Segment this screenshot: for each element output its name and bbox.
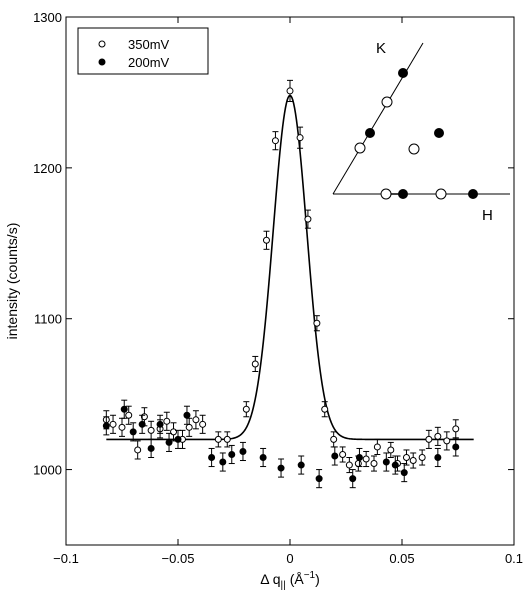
inset-label-h: H	[482, 207, 493, 224]
data-point	[165, 438, 173, 446]
inset-point-open	[408, 143, 420, 155]
legend-marker-open	[98, 40, 106, 48]
data-point	[219, 458, 227, 466]
data-point	[109, 420, 117, 428]
legend-box	[77, 27, 209, 75]
data-point	[262, 236, 270, 244]
y-tick-label: 1300	[33, 10, 62, 25]
y-tick-label: 1100	[34, 312, 62, 327]
data-point	[120, 405, 128, 413]
data-point	[355, 454, 363, 462]
data-point	[251, 360, 259, 368]
data-point	[271, 137, 279, 145]
data-point	[297, 461, 305, 469]
data-point	[147, 426, 155, 434]
inset-label-k: K	[376, 40, 386, 57]
data-point	[434, 432, 442, 440]
data-point	[129, 428, 137, 436]
data-point	[228, 450, 236, 458]
data-point	[170, 428, 178, 436]
data-point	[147, 444, 155, 452]
inset-point-filled	[365, 128, 375, 138]
inset-diagram: K H	[332, 40, 510, 224]
series-350mv	[102, 79, 460, 474]
data-point	[286, 87, 294, 95]
data-point	[370, 460, 378, 468]
inset-point-open	[381, 96, 393, 108]
data-point	[315, 475, 323, 483]
data-point	[304, 215, 312, 223]
data-point	[434, 454, 442, 462]
y-tick-label: 1000	[33, 463, 62, 478]
data-point	[214, 435, 222, 443]
data-point	[134, 446, 142, 454]
data-point	[443, 437, 451, 445]
data-point	[102, 422, 110, 430]
inset-point-filled	[398, 68, 408, 78]
data-point	[425, 435, 433, 443]
data-point	[138, 420, 146, 428]
y-axis-label: intensity (counts/s)	[4, 223, 20, 340]
data-point	[118, 423, 126, 431]
data-points	[102, 79, 460, 489]
inset-point-filled	[468, 189, 478, 199]
data-point	[239, 447, 247, 455]
data-point	[387, 446, 395, 454]
x-tick-label: 0.1	[505, 551, 523, 566]
data-point	[185, 423, 193, 431]
data-point	[277, 464, 285, 472]
data-point	[418, 454, 426, 462]
legend-label-350mv: 350mV	[128, 37, 170, 52]
series-200mv	[102, 399, 460, 489]
inset-point-filled	[398, 189, 408, 199]
data-point	[330, 435, 338, 443]
data-point	[391, 461, 399, 469]
data-point	[382, 458, 390, 466]
data-point	[452, 425, 460, 433]
data-point	[331, 452, 339, 460]
inset-point-open	[380, 188, 392, 200]
data-point	[402, 454, 410, 462]
inset-point-filled	[434, 128, 444, 138]
data-point	[452, 443, 460, 451]
x-tick-label: 0	[286, 551, 293, 566]
x-tick-label: 0.05	[389, 551, 414, 566]
data-point	[339, 450, 347, 458]
data-point	[199, 420, 207, 428]
data-point	[174, 435, 182, 443]
inset-point-open	[354, 142, 366, 154]
data-point	[362, 455, 370, 463]
legend-marker-filled	[98, 58, 106, 66]
data-point	[242, 405, 250, 413]
data-point	[400, 469, 408, 477]
data-point	[345, 461, 353, 469]
x-tick-label: −0.05	[162, 551, 195, 566]
inset-point-open	[435, 188, 447, 200]
data-point	[313, 319, 321, 327]
inset-k-axis	[332, 42, 424, 195]
data-point	[409, 457, 417, 465]
data-point	[296, 134, 304, 142]
data-point	[183, 411, 191, 419]
data-point	[125, 411, 133, 419]
data-point	[223, 435, 231, 443]
legend: 350mV 200mV	[77, 27, 209, 75]
data-point	[156, 420, 164, 428]
y-tick-label: 1200	[33, 161, 62, 176]
axes: −0.1 −0.05 0 0.05 0.1 1000 1100 1200 1300	[33, 10, 523, 566]
data-point	[349, 475, 357, 483]
data-point	[373, 443, 381, 451]
data-point	[354, 460, 362, 468]
data-point	[208, 454, 216, 462]
data-point	[192, 416, 200, 424]
x-tick-label: −0.1	[53, 551, 79, 566]
data-point	[259, 454, 267, 462]
data-point	[321, 405, 329, 413]
legend-label-200mv: 200mV	[128, 55, 170, 70]
data-point	[163, 417, 171, 425]
x-axis-label: Δ q|| (Å−1)	[260, 570, 320, 591]
